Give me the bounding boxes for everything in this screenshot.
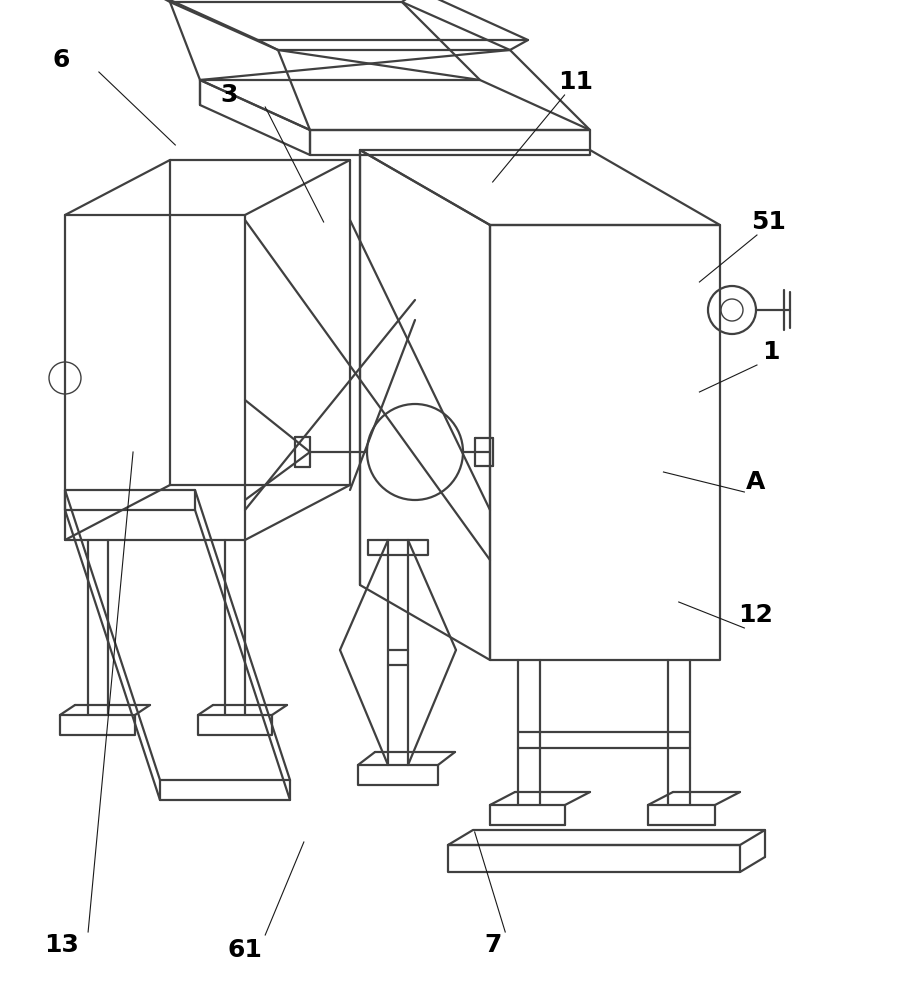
Text: 6: 6 <box>52 48 70 72</box>
Text: 51: 51 <box>752 210 786 234</box>
Text: 1: 1 <box>762 340 780 364</box>
Text: 7: 7 <box>484 933 502 957</box>
Text: 3: 3 <box>220 83 238 107</box>
Text: A: A <box>745 470 765 494</box>
Text: 13: 13 <box>44 933 78 957</box>
Text: 61: 61 <box>227 938 262 962</box>
Text: 11: 11 <box>558 70 592 94</box>
Text: 12: 12 <box>738 603 772 627</box>
